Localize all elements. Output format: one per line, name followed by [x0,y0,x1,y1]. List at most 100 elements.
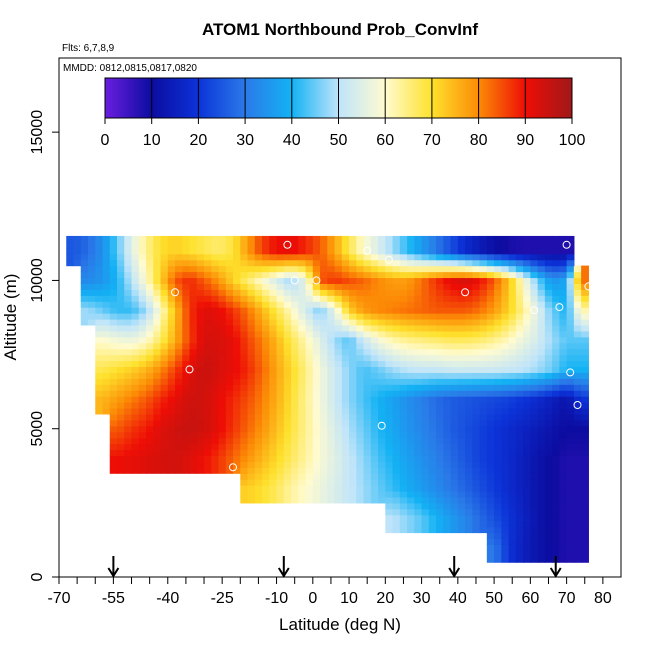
heat-cell [552,301,560,308]
heat-cell [218,378,227,385]
heat-cell [537,318,546,326]
heat-cell [262,313,270,320]
heat-cell [349,247,357,255]
heat-cell [131,253,140,261]
heat-cell [196,461,205,468]
heat-cell [276,307,285,314]
heat-cell [95,283,104,290]
heat-cell [479,277,488,284]
heat-cell [363,330,372,338]
heat-cell [298,235,307,243]
heat-cell [102,253,111,261]
heat-cell [218,271,227,279]
heat-cell [117,467,125,474]
heat-cell [508,431,517,439]
heat-cell [349,407,357,415]
heat-cell [414,241,423,249]
heat-cell [515,407,524,415]
heat-cell [117,378,125,385]
heat-cell [95,313,104,320]
heat-cell [465,443,473,451]
heat-cell [211,241,220,249]
heat-cell [566,313,575,320]
heat-cell [291,449,299,456]
heat-cell [515,455,524,462]
heat-cell [443,384,452,391]
heat-cell [421,437,430,445]
heat-cell [465,247,473,255]
heat-cell [537,283,546,290]
heat-cell [334,360,343,368]
heat-cell [544,396,553,403]
x-tick-label: -25 [211,590,234,607]
heat-cell [262,307,270,314]
heat-cell [566,378,575,385]
marker-arrow-head [277,567,290,578]
heat-cell [204,241,212,249]
heat-cell [320,413,328,421]
heat-cell [291,479,299,486]
heat-cell [211,378,220,385]
heat-cell [305,307,314,314]
heat-cell [233,271,241,279]
heat-cell [494,360,502,368]
heat-cell [189,277,198,284]
heat-cell [581,496,589,504]
heat-cell [537,241,546,249]
heat-cell [218,366,227,373]
heat-cell [124,467,133,474]
heat-cell [370,253,379,261]
heat-cell [370,283,379,290]
heat-cell [240,425,249,433]
heat-cell [225,402,234,409]
heat-cell [334,490,343,498]
heat-cell [421,271,430,279]
heat-cell [530,318,539,326]
heat-cell [240,289,249,296]
heat-cell [117,324,125,332]
heat-cell [392,307,401,314]
heat-cell [370,235,379,243]
heat-cell [225,336,234,344]
heat-cell [537,330,546,338]
heat-cell [573,508,582,516]
heat-cell [102,342,111,350]
obs-point [229,463,237,472]
heat-cell [523,283,531,290]
heat-cell [312,402,321,409]
heat-cell [349,496,357,504]
heat-cell [233,235,241,243]
heat-cell [472,253,481,261]
heat-cell [189,318,198,326]
heat-cell [211,413,220,421]
heat-cell [334,313,343,320]
heat-cell [341,307,350,314]
heat-cell [182,455,191,462]
heat-cell [211,443,220,451]
heat-cell [254,360,263,368]
heat-cell [494,324,502,332]
heat-cell [385,461,394,468]
heat-cell [269,366,278,373]
heat-cell [421,253,430,261]
heat-cell [421,396,430,403]
heat-cell [566,295,575,302]
heat-cell [283,479,292,486]
heat-cell [501,479,510,486]
heat-cell [436,253,444,261]
heat-cell [320,473,328,480]
flight-markers [107,556,562,578]
heat-cell [254,241,263,249]
heat-cell [414,301,423,308]
heat-cell [515,425,524,433]
heat-cell [544,247,553,255]
heat-cell [334,407,343,415]
heat-cell [436,360,444,368]
heat-cell [254,443,263,451]
heat-cell [544,413,553,421]
heat-cell [312,496,321,504]
heat-cell [283,348,292,356]
heat-cell [566,253,575,261]
heat-cell [421,485,430,492]
heat-cell [363,366,372,373]
